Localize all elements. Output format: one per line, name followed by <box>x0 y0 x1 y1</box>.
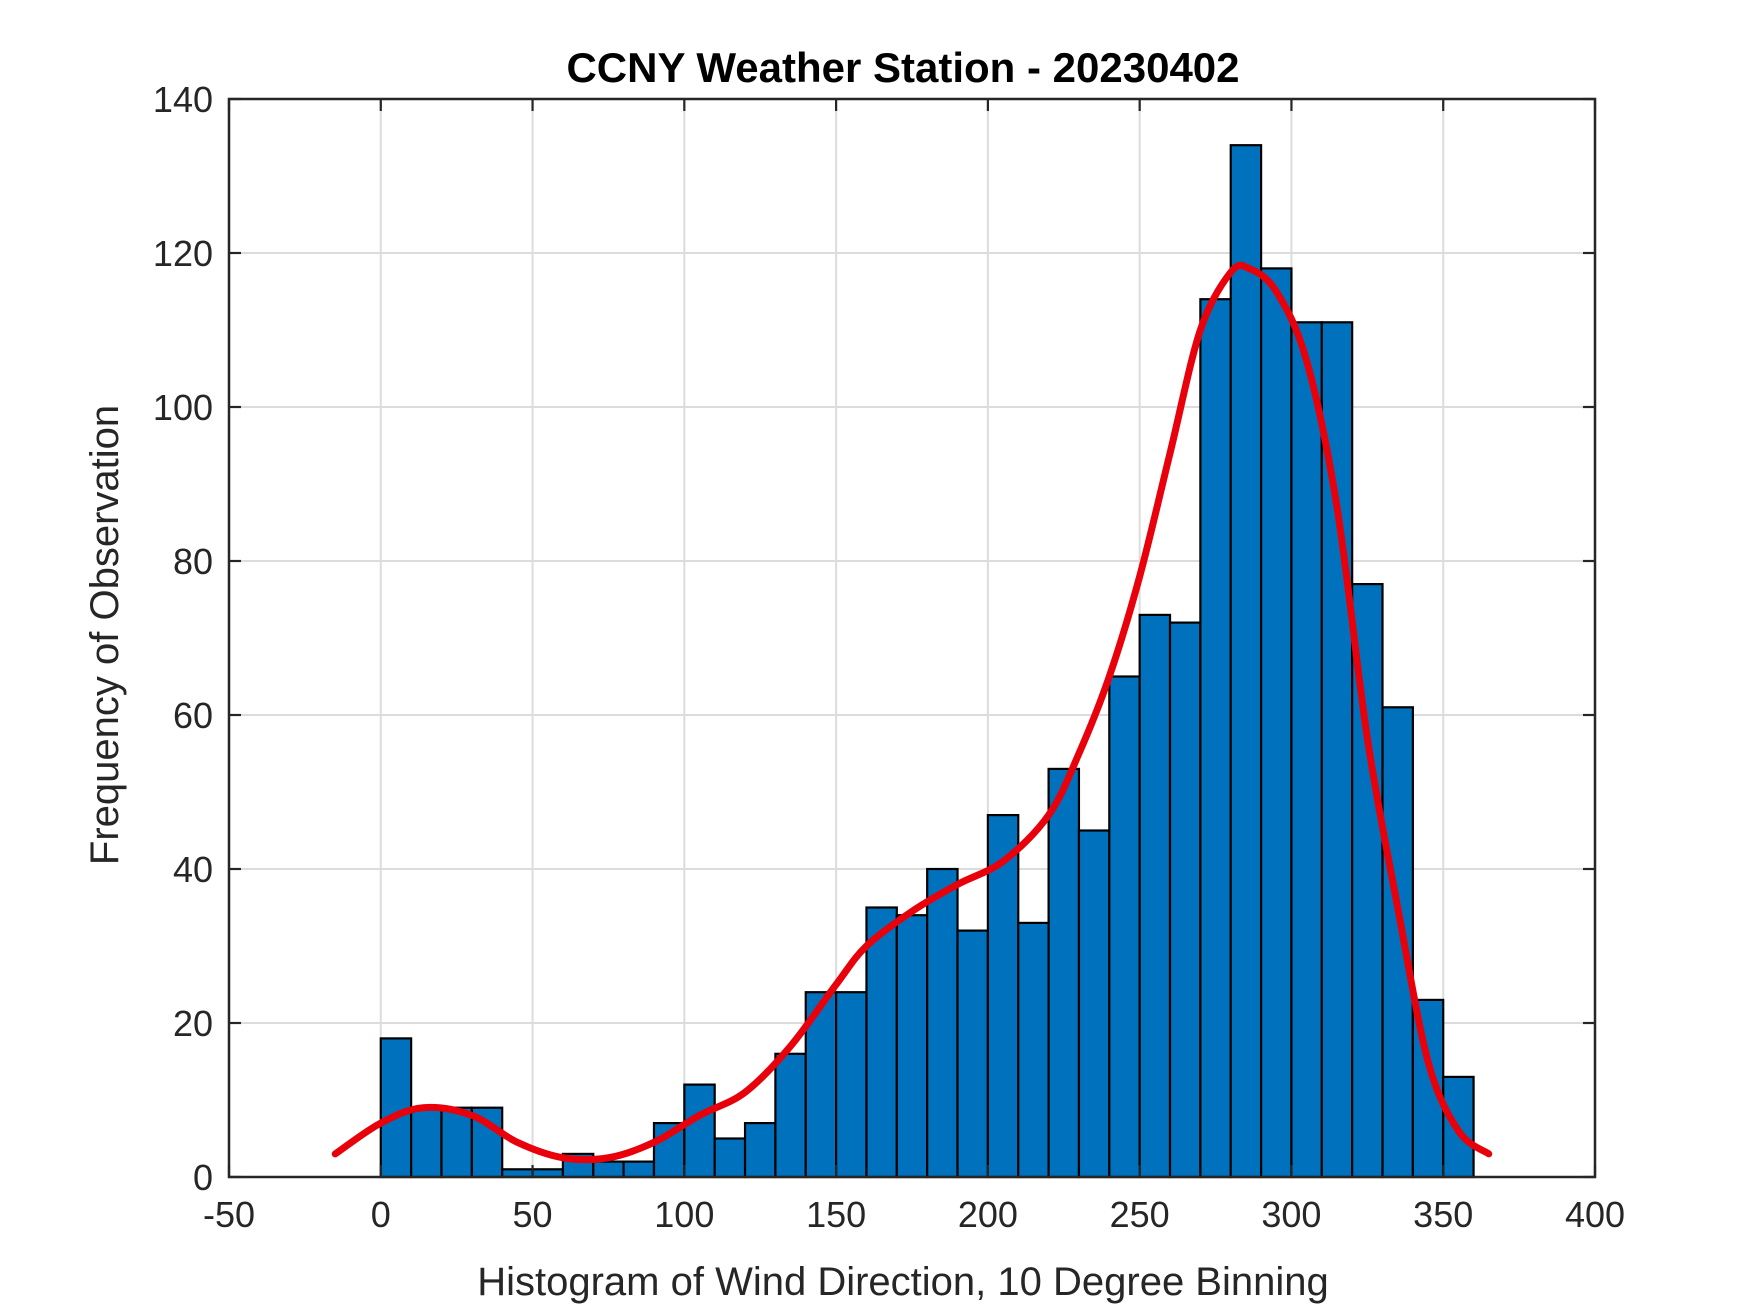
histogram-bar <box>1259 267 1293 1179</box>
histogram-bar <box>1381 706 1414 1179</box>
x-tick-label: 350 <box>1413 1194 1473 1235</box>
y-axis-label: Frequency of Observation <box>83 405 127 865</box>
density-fit-curve <box>331 261 1493 1164</box>
axes-frame <box>227 97 1597 1179</box>
y-tick-label: 40 <box>173 849 213 890</box>
x-tick-label: 300 <box>1261 1194 1321 1235</box>
x-tick-label: 50 <box>513 1194 553 1235</box>
histogram-bar <box>1199 298 1232 1179</box>
histogram-bar <box>592 1160 625 1179</box>
histogram-bar <box>865 906 898 1179</box>
y-tick-label: 100 <box>153 387 213 428</box>
x-tick-label: -50 <box>203 1194 255 1235</box>
histogram-bar <box>1108 675 1141 1179</box>
x-tick-label: 400 <box>1565 1194 1625 1235</box>
x-tick-label: 200 <box>958 1194 1018 1235</box>
histogram-bar <box>410 1106 443 1179</box>
x-tick-label: 0 <box>371 1194 391 1235</box>
histogram-bar <box>956 929 989 1179</box>
histogram-bar <box>1047 767 1081 1179</box>
y-tick-label: 140 <box>153 79 213 120</box>
y-tick-label: 80 <box>173 541 213 582</box>
histogram-bar <box>1138 613 1172 1179</box>
chart-title: CCNY Weather Station - 20230402 <box>566 44 1239 91</box>
y-tick-label: 60 <box>173 695 213 736</box>
x-axis-label: Histogram of Wind Direction, 10 Degree B… <box>477 1260 1329 1304</box>
histogram-bar <box>895 914 929 1179</box>
histogram-bar <box>743 1121 777 1179</box>
histogram-bar <box>926 867 959 1179</box>
histogram-bar <box>1077 829 1111 1179</box>
fit-curve-layer <box>331 261 1493 1164</box>
x-tick-label: 100 <box>654 1194 714 1235</box>
x-tick-label: 250 <box>1110 1194 1170 1235</box>
histogram-bar <box>1168 621 1202 1179</box>
histogram-bar <box>1229 144 1263 1179</box>
histogram-bar <box>1017 921 1050 1179</box>
y-tick-label: 0 <box>193 1157 213 1198</box>
histogram-bar <box>1290 321 1323 1179</box>
axis-ticks: -50 0 50 100 150 200 250 300 350 4000204060801001… <box>153 79 1625 1235</box>
histogram-bar <box>713 1137 747 1179</box>
histogram-bar <box>440 1106 473 1179</box>
histogram-bar <box>835 991 868 1179</box>
y-tick-label: 20 <box>173 1003 213 1044</box>
y-tick-label: 120 <box>153 233 213 274</box>
histogram-bar <box>774 1052 807 1179</box>
histogram-bar <box>683 1083 716 1179</box>
x-tick-label: 150 <box>806 1194 866 1235</box>
histogram-bar <box>622 1160 656 1179</box>
